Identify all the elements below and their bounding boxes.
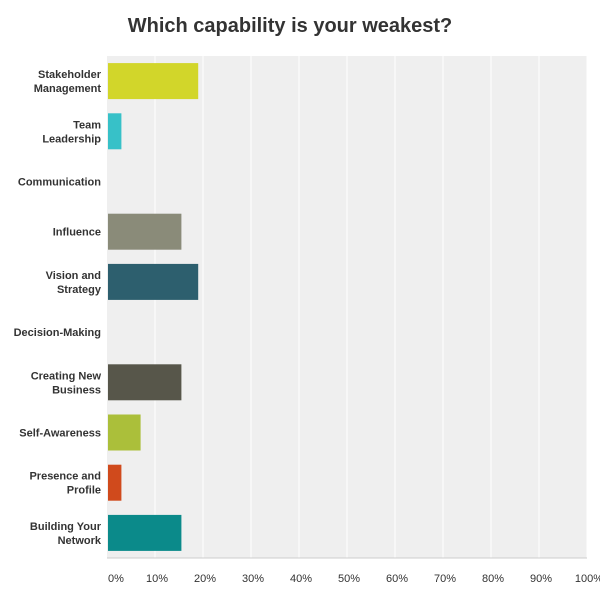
category-label: Vision and Strategy: [46, 270, 102, 296]
bar: [108, 514, 182, 551]
category-label: Team Leadership: [42, 119, 101, 145]
x-tick-labels: 0% 10% 20% 30% 40% 50% 60% 70% 80% 90% 100%: [108, 573, 600, 585]
bar: [108, 364, 182, 401]
x-tick-label: 90%: [530, 573, 552, 585]
bar: [108, 213, 182, 250]
gridlines: [154, 56, 588, 558]
x-tick-label: 70%: [434, 573, 456, 585]
x-tick-label: 30%: [242, 573, 264, 585]
bar: [108, 113, 122, 150]
chart-title: Which capability is your weakest?: [128, 15, 453, 37]
bar: [108, 414, 141, 451]
x-tick-label: 100%: [575, 573, 600, 585]
bar: [108, 63, 199, 100]
x-tick-label: 60%: [386, 573, 408, 585]
bars: [108, 63, 199, 551]
x-tick-label: 50%: [338, 573, 360, 585]
category-label: Decision-Making: [14, 327, 101, 339]
x-tick-label: 20%: [194, 573, 216, 585]
x-tick-label: 40%: [290, 573, 312, 585]
category-label: Influence: [53, 227, 101, 239]
x-tick-label: 0%: [108, 573, 124, 585]
category-label: Building Your Network: [30, 521, 102, 547]
category-label: Creating New Business: [31, 370, 102, 396]
x-tick-label: 80%: [482, 573, 504, 585]
category-label: Presence and Profile: [29, 471, 101, 497]
bar: [108, 263, 199, 300]
category-label: Communication: [18, 177, 101, 189]
x-tick-label: 10%: [146, 573, 168, 585]
bar: [108, 464, 122, 501]
category-labels: Stakeholder Management Team Leadership Commu…: [14, 69, 102, 547]
category-label: Self-Awareness: [19, 428, 101, 440]
category-label: Stakeholder Management: [34, 69, 102, 95]
